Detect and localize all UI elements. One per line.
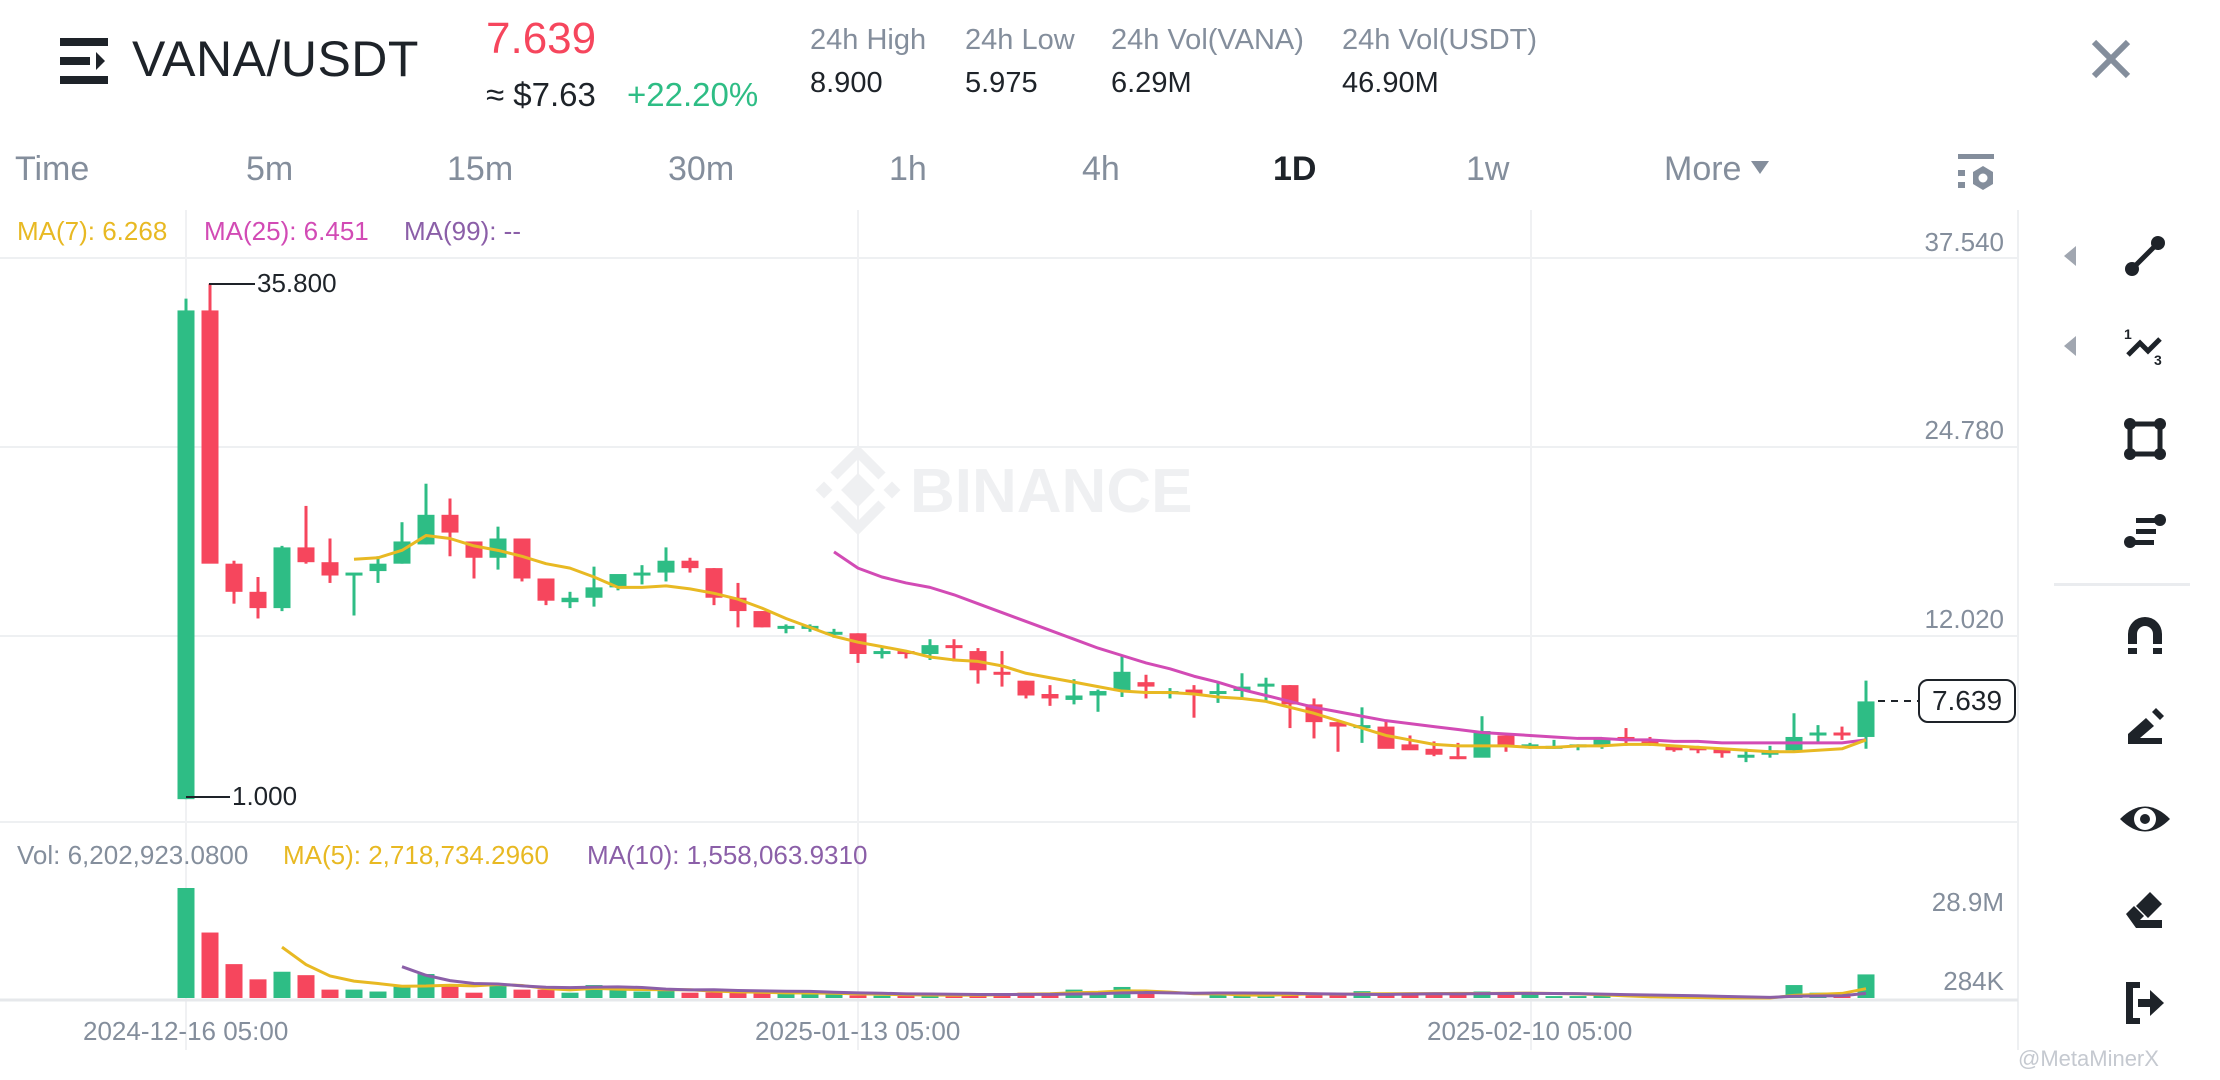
chart-settings-button[interactable] (1956, 152, 1996, 196)
pair-menu-icon[interactable] (60, 38, 108, 84)
visibility-tool[interactable] (2100, 784, 2190, 854)
caret-down-icon (1751, 161, 1770, 174)
parallel-channel-icon (2124, 514, 2166, 548)
svg-text:3: 3 (2154, 352, 2162, 368)
close-button[interactable] (2088, 36, 2134, 82)
interval-tabs: Time 5m 15m 30m 1h 4h 1D 1w More (0, 150, 2030, 206)
volume-bars (177, 888, 1875, 1000)
close-icon (2091, 39, 2131, 79)
price-tick: 12.020 (1924, 604, 2004, 634)
price-tick: 24.780 (1924, 415, 2004, 445)
stat-24h-high: 24h High 8.900 (810, 24, 926, 100)
pen-tool[interactable] (2100, 692, 2190, 762)
chart-settings-icon (1958, 154, 1994, 190)
eraser-tool[interactable] (2100, 876, 2190, 946)
exit-drawing-tool[interactable] (2100, 968, 2190, 1038)
wave-count-icon: 1 3 (2124, 326, 2162, 368)
tab-1w[interactable]: 1w (1466, 150, 1510, 188)
stat-label: 24h Low (965, 24, 1075, 56)
tab-4h[interactable]: 4h (1082, 150, 1120, 188)
tab-15m[interactable]: 15m (447, 150, 514, 188)
trend-line-icon (2125, 236, 2165, 276)
exit-icon (2126, 982, 2164, 1024)
drawing-toolbar: 1 3 (2040, 210, 2220, 1030)
current-price-tag: 7.639 (1918, 679, 2016, 723)
tab-more-label: More (1664, 150, 1742, 188)
parallel-lines-tool[interactable] (2100, 497, 2190, 567)
stat-24h-vol-quote: 24h Vol(USDT) 46.90M (1342, 24, 1537, 100)
ma7-legend: MA(7): 6.268 (17, 216, 168, 246)
stat-value: 8.900 (810, 67, 883, 99)
date-tick: 2025-02-10 05:00 (1427, 1016, 1633, 1046)
eraser-icon (2126, 892, 2162, 928)
usd-price: ≈ $7.63 (486, 76, 596, 113)
tab-30m[interactable]: 30m (668, 150, 735, 188)
last-price: 7.639 (486, 14, 597, 63)
tab-1d[interactable]: 1D (1273, 150, 1317, 188)
volume-ma5-legend: MA(5): 2,718,734.2960 (283, 840, 549, 870)
ma99-legend: MA(99): -- (404, 216, 521, 246)
binance-watermark: BINANCE (815, 444, 1192, 536)
high-price-label: 35.800 (257, 268, 337, 298)
stat-label: 24h Vol(VANA) (1111, 24, 1304, 56)
moving-average-lines (353, 534, 1867, 754)
volume-ma10-legend: MA(10): 1,558,063.9310 (587, 840, 868, 870)
magnet-icon (2128, 617, 2162, 654)
rectangle-tool[interactable] (2100, 404, 2190, 474)
volume-tick: 284K (1943, 966, 2004, 996)
watermark-credit: @MetaMinerX (2018, 1046, 2159, 1071)
stat-24h-low: 24h Low 5.975 (965, 24, 1075, 100)
stat-value: 46.90M (1342, 67, 1439, 99)
expand-caret-icon[interactable] (2064, 246, 2076, 266)
tab-5m[interactable]: 5m (246, 150, 294, 188)
pair-name[interactable]: VANA/USDT (132, 31, 419, 87)
tab-1h[interactable]: 1h (889, 150, 927, 188)
tab-time[interactable]: Time (15, 150, 90, 188)
volume-legend: Vol: 6,202,923.0800 (17, 840, 249, 870)
toolbar-divider (2054, 583, 2190, 586)
trend-line-tool[interactable] (2100, 221, 2190, 291)
stat-24h-vol-base: 24h Vol(VANA) 6.29M (1111, 24, 1304, 100)
expand-caret-icon[interactable] (2064, 336, 2076, 356)
volume-tick: 28.9M (1931, 887, 2004, 917)
ma25-legend: MA(25): 6.451 (204, 216, 369, 246)
change-percent: +22.20% (627, 76, 759, 113)
stat-label: 24h High (810, 24, 927, 56)
chart-annotations (186, 283, 1918, 798)
stat-label: 24h Vol(USDT) (1342, 24, 1538, 56)
magnet-tool[interactable] (2100, 600, 2190, 670)
svg-text:1: 1 (2124, 326, 2132, 342)
date-tick: 2024-12-16 05:00 (83, 1016, 289, 1046)
svg-text:BINANCE: BINANCE (910, 457, 1192, 526)
low-price-label: 1.000 (232, 781, 298, 811)
fibonacci-wave-tool[interactable]: 1 3 (2100, 311, 2190, 381)
price-tick: 37.540 (1924, 227, 2004, 257)
tab-more[interactable]: More (1664, 150, 1770, 189)
stat-value: 5.975 (965, 67, 1038, 99)
header: VANA/USDT 7.639 ≈ $7.63 +22.20% 24h High… (0, 0, 2220, 145)
chart-grid (0, 210, 2019, 1050)
eye-icon (2120, 806, 2170, 832)
date-tick: 2025-01-13 05:00 (755, 1016, 961, 1046)
pen-icon (2128, 708, 2164, 744)
candlesticks (177, 283, 1875, 800)
stat-value: 6.29M (1111, 67, 1192, 99)
rectangle-icon (2124, 418, 2166, 460)
